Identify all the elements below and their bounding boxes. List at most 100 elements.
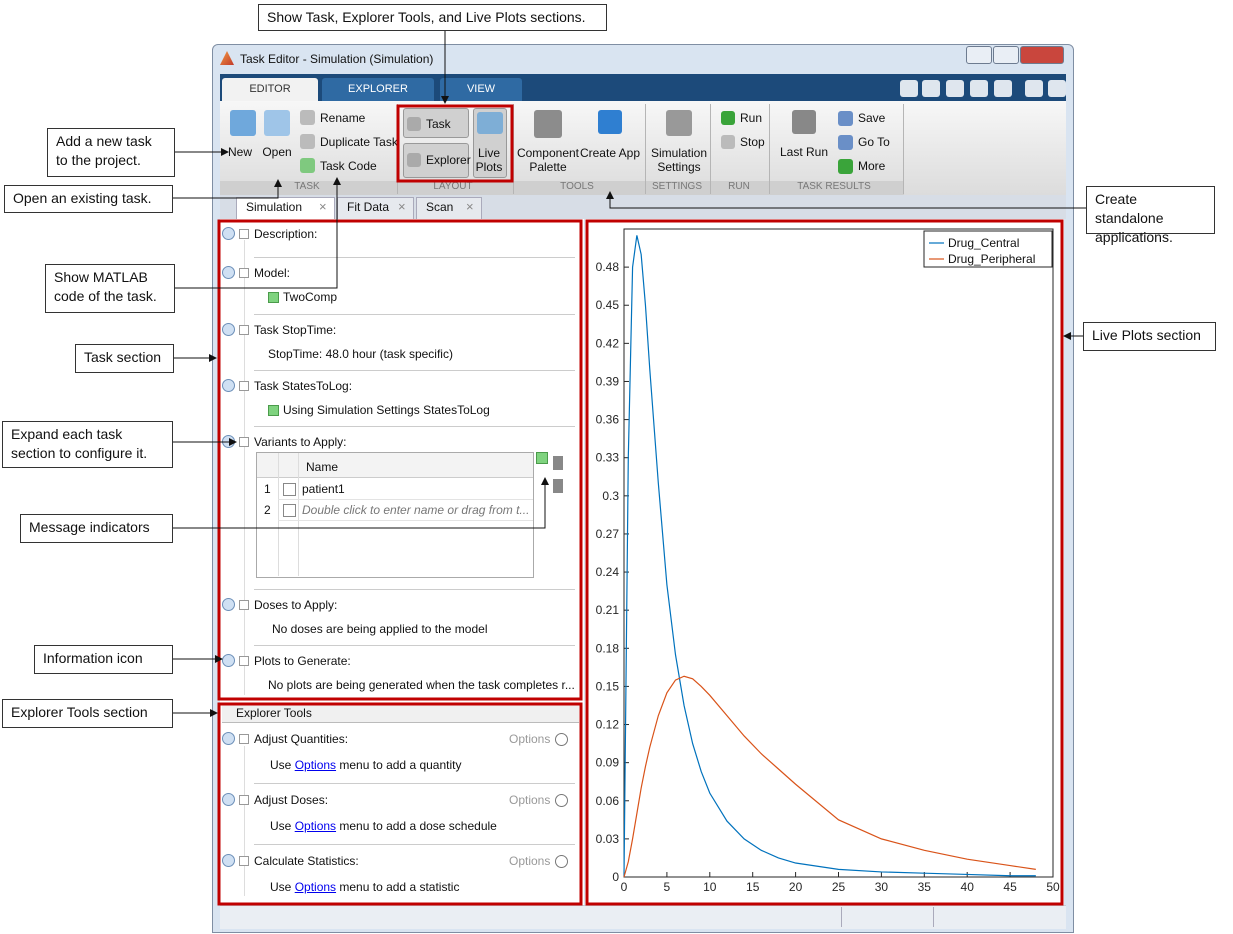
status-indicator: [268, 292, 279, 303]
expand-toggle[interactable]: [239, 795, 249, 805]
ribbon-button-label[interactable]: Save: [858, 111, 886, 125]
ribbon-button-icon[interactable]: [792, 110, 816, 134]
expand-toggle[interactable]: [239, 325, 249, 335]
expand-toggle[interactable]: [239, 856, 249, 866]
ribbon-button-icon[interactable]: [407, 153, 421, 167]
ribbon-button-label[interactable]: Open: [262, 145, 292, 159]
move-down-button[interactable]: [553, 479, 563, 493]
options-link[interactable]: Options: [294, 880, 337, 894]
document-tab-label[interactable]: Fit Data: [347, 200, 390, 214]
tab-close[interactable]: ×: [466, 199, 474, 214]
toolbar-icon[interactable]: [994, 80, 1012, 97]
ribbon-button-icon[interactable]: [300, 134, 315, 149]
callout: Create standalone applications.: [1086, 186, 1215, 245]
x-tick-label: 40: [961, 880, 975, 894]
options-arrow[interactable]: [555, 794, 568, 807]
ribbon-button-label[interactable]: Stop: [740, 135, 765, 149]
x-tick-label: 35: [918, 880, 932, 894]
options-menu[interactable]: Options: [509, 854, 551, 868]
ribbon-button-label[interactable]: Task: [426, 117, 451, 131]
window-button[interactable]: [993, 46, 1019, 64]
ribbon-button-icon[interactable]: [300, 158, 315, 173]
expand-toggle[interactable]: [239, 656, 249, 666]
toolbar-icon[interactable]: [922, 80, 940, 97]
document-tab[interactable]: [416, 197, 482, 219]
ribbon-button-label[interactable]: Duplicate Task: [320, 135, 398, 149]
expand-toggle[interactable]: [239, 734, 249, 744]
row-checkbox[interactable]: [283, 504, 296, 517]
ribbon-button-icon[interactable]: [534, 110, 562, 138]
callout: Expand each task section to configure it…: [2, 421, 173, 468]
y-tick-label: 0.39: [596, 374, 620, 388]
tree-line: [244, 240, 245, 695]
section-title: Description:: [254, 227, 318, 241]
ribbon-button-icon[interactable]: [230, 110, 256, 136]
ribbon-button-icon[interactable]: [407, 117, 421, 131]
ribbon-button-label[interactable]: Simulation Settings: [650, 146, 708, 174]
ribbon-tab[interactable]: [322, 78, 434, 101]
window-button[interactable]: [1020, 46, 1064, 64]
toolbar-icon[interactable]: [1048, 80, 1066, 97]
data-line: [623, 675, 1036, 878]
ribbon-button-label[interactable]: Live Plots: [475, 146, 503, 174]
window-button[interactable]: [966, 46, 992, 64]
tool-hint: Use Options menu to add a quantity: [270, 757, 461, 773]
ribbon-tab-label[interactable]: EXPLORER: [348, 83, 408, 95]
toolbar-icon[interactable]: [1025, 80, 1043, 97]
options-link[interactable]: Options: [294, 758, 337, 772]
ribbon-tab[interactable]: [440, 78, 522, 101]
section-title: Model:: [254, 266, 291, 280]
ribbon-button-label[interactable]: Go To: [858, 135, 890, 149]
expand-toggle[interactable]: [239, 268, 249, 278]
ribbon-button-icon[interactable]: [838, 135, 853, 150]
toolbar-icon[interactable]: [970, 80, 988, 97]
ribbon-button-label[interactable]: Explorer: [426, 153, 471, 167]
document-tab[interactable]: [236, 197, 335, 219]
section-title: Plots to Generate:: [254, 654, 351, 668]
ribbon-tab[interactable]: [222, 78, 318, 101]
ribbon-button-icon[interactable]: [666, 110, 692, 136]
ribbon-button-label[interactable]: Task Code: [320, 159, 377, 173]
ribbon-button-label[interactable]: Create App: [579, 146, 641, 160]
ribbon-button-icon[interactable]: [838, 159, 853, 174]
ribbon-button-icon[interactable]: [477, 112, 503, 134]
y-tick-label: 0.3: [602, 489, 619, 503]
ribbon-button-label[interactable]: Rename: [320, 111, 366, 125]
options-arrow[interactable]: [555, 855, 568, 868]
row-checkbox[interactable]: [283, 483, 296, 496]
section-title: Variants to Apply:: [254, 435, 347, 449]
options-arrow[interactable]: [555, 733, 568, 746]
ribbon-button-icon[interactable]: [264, 110, 290, 136]
tab-close[interactable]: ×: [398, 199, 406, 214]
section-separator: [254, 589, 575, 590]
ribbon-button-icon[interactable]: [721, 135, 735, 149]
move-up-button[interactable]: [553, 456, 563, 470]
toolbar-icon[interactable]: [946, 80, 964, 97]
ribbon-button-label[interactable]: More: [858, 159, 886, 173]
ribbon-button-label[interactable]: Run: [740, 111, 763, 125]
options-menu[interactable]: Options: [509, 793, 551, 807]
ribbon-button-label[interactable]: Component Palette: [516, 146, 580, 174]
options-menu[interactable]: Options: [509, 732, 551, 746]
expand-toggle[interactable]: [239, 437, 249, 447]
toolbar-icon[interactable]: [900, 80, 918, 97]
document-tab-label[interactable]: Simulation: [246, 200, 303, 214]
ribbon-tab-label[interactable]: VIEW: [466, 83, 496, 95]
options-link[interactable]: Options: [294, 819, 337, 833]
ribbon-button-label[interactable]: Last Run: [779, 145, 829, 159]
document-tab-label[interactable]: Scan: [426, 200, 454, 214]
ribbon-button-icon[interactable]: [300, 110, 315, 125]
ribbon-button-icon[interactable]: [598, 110, 622, 134]
ribbon-button-label[interactable]: New: [227, 145, 252, 159]
tab-close[interactable]: ×: [319, 199, 327, 214]
expand-toggle[interactable]: [239, 229, 249, 239]
expand-toggle[interactable]: [239, 381, 249, 391]
ribbon-button-icon[interactable]: [721, 111, 735, 125]
tool-hint: Use Options menu to add a statistic: [270, 879, 459, 895]
hint-text: menu to add a quantity: [339, 758, 462, 772]
section-content: Using Simulation Settings StatesToLog: [283, 403, 490, 417]
section-separator: [254, 844, 575, 845]
expand-toggle[interactable]: [239, 600, 249, 610]
ribbon-button-icon[interactable]: [838, 111, 853, 126]
ribbon-tab-label[interactable]: EDITOR: [249, 83, 291, 95]
